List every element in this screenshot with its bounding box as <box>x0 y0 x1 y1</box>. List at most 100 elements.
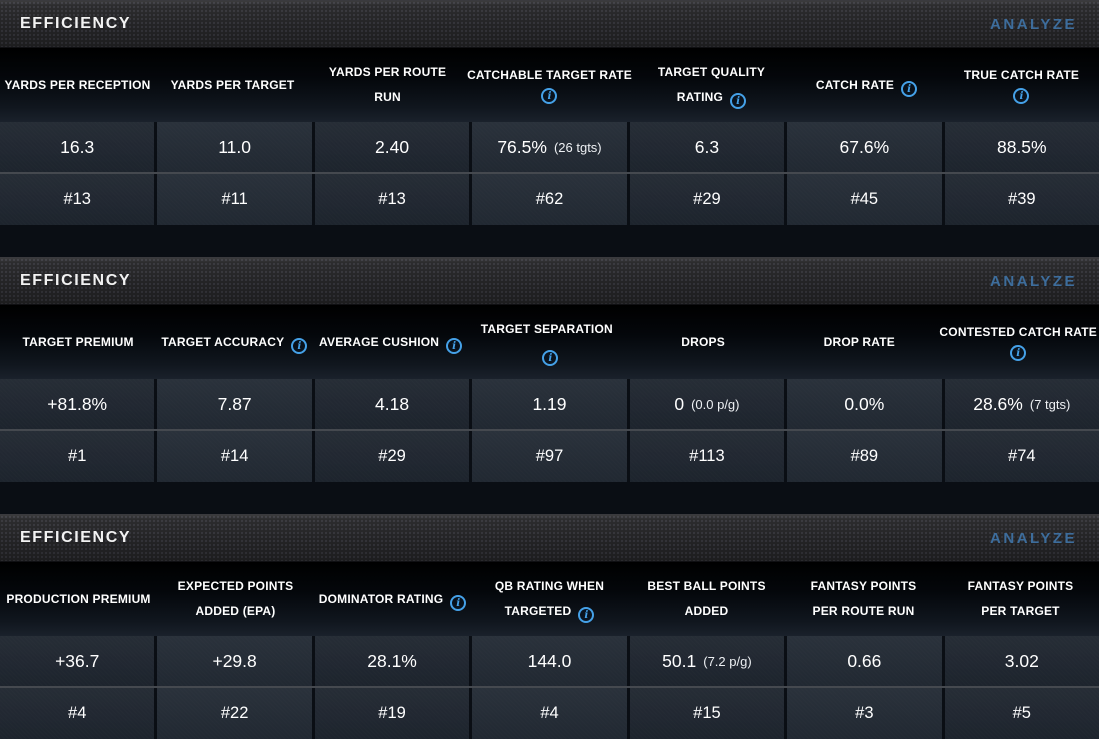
stat-rank: #5 <box>1012 704 1031 722</box>
column-label: YARDS PER RECEPTION <box>4 77 151 92</box>
stat-value-cell: +36.7 <box>0 636 155 686</box>
column-label: DROPS <box>681 334 725 349</box>
stat-value-cell: 1.19 <box>472 379 627 429</box>
column-label: TRUE CATCH RATE <box>963 68 1080 83</box>
column-label: EXPECTED POINTS ADDED (EPA) <box>177 579 294 618</box>
efficiency-section: EFFICIENCY ANALYZE TARGET PREMIUM TARGET… <box>0 257 1099 482</box>
stat-rank-cell: #3 <box>787 688 942 739</box>
info-icon[interactable]: i <box>1013 87 1030 104</box>
info-icon[interactable]: i <box>541 87 558 104</box>
column-label: DROP RATE <box>823 334 895 349</box>
column-header-content: DROP RATE <box>824 330 895 355</box>
stat-rank-cell: #13 <box>0 174 155 225</box>
column-header: CONTESTED CATCH RATE i <box>937 305 1099 379</box>
stat-value-cell: 28.6% (7 tgts) <box>944 379 1099 429</box>
column-header: CATCH RATE i <box>789 48 944 122</box>
stat-rank-cell: #29 <box>314 431 470 482</box>
section-header-bar: EFFICIENCY ANALYZE <box>0 514 1099 562</box>
stat-value-cell: 76.5% (26 tgts) <box>472 122 627 172</box>
column-header-content: TARGET ACCURACY i <box>161 330 308 355</box>
column-label: YARDS PER ROUTE RUN <box>328 65 447 104</box>
column-label: TARGET QUALITY RATING <box>657 65 766 104</box>
section-header-bar: EFFICIENCY ANALYZE <box>0 0 1099 48</box>
column-label: PRODUCTION PREMIUM <box>6 591 151 606</box>
column-header: TRUE CATCH RATE i <box>944 48 1099 122</box>
info-icon[interactable]: i <box>730 93 747 110</box>
stat-value-cell: 11.0 <box>157 122 312 172</box>
analyze-link[interactable]: ANALYZE <box>990 529 1077 547</box>
info-icon[interactable]: i <box>542 350 559 367</box>
stat-rank: #3 <box>855 704 874 722</box>
stat-value: 1.19 <box>532 393 567 414</box>
stat-rank-cell: #5 <box>944 688 1099 739</box>
info-icon[interactable]: i <box>450 594 467 611</box>
stat-rank: #62 <box>535 190 564 208</box>
stat-value: 4.18 <box>375 393 410 414</box>
section-title: EFFICIENCY <box>20 529 132 546</box>
column-label: AVERAGE CUSHION <box>319 334 440 349</box>
stat-rank: #4 <box>68 704 87 722</box>
column-header-content: TRUE CATCH RATE i <box>964 66 1079 104</box>
stat-rank: #22 <box>220 704 249 722</box>
column-header-content: DOMINATOR RATING i <box>319 587 467 612</box>
stat-rank: #13 <box>63 190 91 208</box>
stat-value-cell: 2.40 <box>314 122 470 172</box>
stat-value-note: (26 tgts) <box>553 139 602 155</box>
column-label: CONTESTED CATCH RATE <box>939 325 1097 340</box>
stat-value: 16.3 <box>60 136 95 157</box>
column-header-content: FANTASY POINTS PER ROUTE RUN <box>811 574 917 624</box>
stat-value: 0 <box>674 393 685 414</box>
stat-rank-cell: #4 <box>0 688 155 739</box>
stat-rank-cell: #14 <box>157 431 312 482</box>
stat-rank-cell: #11 <box>157 174 312 225</box>
stat-value: +36.7 <box>55 650 100 671</box>
stat-value-cell: 88.5% <box>944 122 1099 172</box>
stat-rank: #97 <box>535 447 564 465</box>
column-header-content: CONTESTED CATCH RATE i <box>939 323 1097 361</box>
stat-rank: #29 <box>693 190 721 208</box>
stat-rank: #89 <box>850 447 879 465</box>
column-header: QB RATING WHEN TARGETED i <box>471 562 628 636</box>
info-icon[interactable]: i <box>901 80 918 97</box>
stat-rank-cell: #45 <box>787 174 942 225</box>
column-header: TARGET PREMIUM <box>0 305 156 379</box>
column-header-content: BEST BALL POINTS ADDED <box>647 574 765 624</box>
stat-rank-cell: #29 <box>629 174 785 225</box>
column-header: TARGET ACCURACY i <box>156 305 312 379</box>
column-header: BEST BALL POINTS ADDED <box>628 562 785 636</box>
stat-rank-cell: #74 <box>944 431 1099 482</box>
analyze-link[interactable]: ANALYZE <box>990 15 1077 33</box>
analyze-link[interactable]: ANALYZE <box>990 272 1077 290</box>
stat-rank: #113 <box>689 447 725 465</box>
stat-value-cell: 4.18 <box>314 379 470 429</box>
info-icon[interactable]: i <box>446 337 463 354</box>
stat-value-cell: 28.1% <box>314 636 470 686</box>
column-header: PRODUCTION PREMIUM <box>0 562 157 636</box>
stat-value: 3.02 <box>1004 650 1039 671</box>
stat-value-note: (7 tgts) <box>1029 396 1071 412</box>
stat-value-cell: 144.0 <box>472 636 627 686</box>
column-label: TARGET ACCURACY <box>161 334 285 349</box>
column-header: AVERAGE CUSHION i <box>312 305 468 379</box>
column-header-content: FANTASY POINTS PER TARGET <box>968 574 1074 624</box>
column-header-content: QB RATING WHEN TARGETED i <box>495 574 604 624</box>
column-header: FANTASY POINTS PER ROUTE RUN <box>785 562 942 636</box>
stat-rank: #15 <box>693 704 721 722</box>
stat-value: 0.0% <box>844 393 885 414</box>
stat-value-cell: 67.6% <box>787 122 942 172</box>
stat-value-note: (0.0 p/g) <box>691 396 740 412</box>
column-label: FANTASY POINTS PER TARGET <box>967 579 1074 618</box>
stat-value: 7.87 <box>217 393 252 414</box>
info-icon[interactable]: i <box>1010 344 1027 361</box>
stat-rank: #19 <box>378 704 406 722</box>
stat-value: 28.1% <box>367 650 417 671</box>
stat-rank: #13 <box>378 190 406 208</box>
stat-rank-cell: #4 <box>472 688 627 739</box>
stat-rank: #74 <box>1008 447 1036 465</box>
column-header-content: TARGET PREMIUM <box>22 330 133 355</box>
stat-value: 6.3 <box>694 136 720 157</box>
info-icon[interactable]: i <box>291 337 308 354</box>
stat-rank-cell: #19 <box>314 688 470 739</box>
info-icon[interactable]: i <box>578 607 595 624</box>
